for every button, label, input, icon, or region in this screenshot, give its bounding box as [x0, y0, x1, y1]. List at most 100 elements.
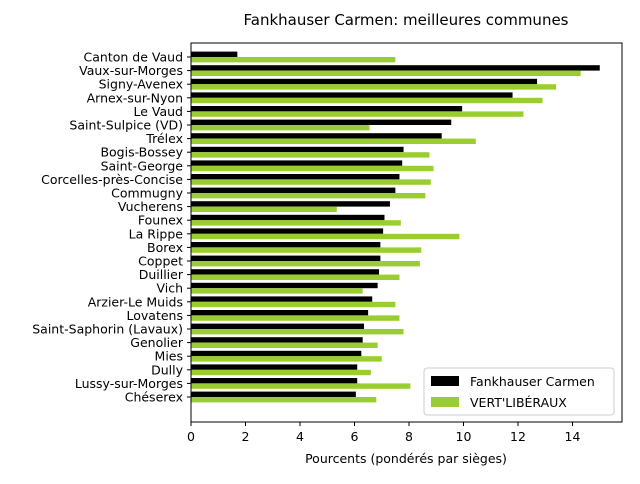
bar-vertliberaux [191, 315, 400, 321]
bar-vertliberaux [191, 206, 337, 212]
x-tick-label: 10 [456, 429, 472, 444]
bars-layer [191, 51, 600, 403]
bar-vertliberaux [191, 193, 426, 199]
bar-vertliberaux [191, 383, 411, 389]
bar-fankhauser [191, 51, 238, 57]
bar-fankhauser [191, 378, 358, 384]
bar-fankhauser [191, 323, 365, 329]
legend-frame [423, 367, 615, 416]
bar-fankhauser [191, 310, 369, 316]
bar-vertliberaux [191, 97, 543, 104]
bar-fankhauser [191, 391, 356, 397]
y-tick-label: Arnex-sur-Nyon [87, 90, 183, 105]
y-tick-label: Lovatens [127, 308, 183, 323]
bar-vertliberaux [191, 165, 434, 172]
y-tick-label: Founex [138, 213, 183, 228]
y-tick-label: Mies [155, 349, 183, 364]
bar-vertliberaux [191, 152, 430, 158]
bar-fankhauser [191, 214, 385, 221]
y-tick-label: Chéserex [125, 390, 183, 405]
bar-vertliberaux [191, 111, 524, 117]
y-tick-label: Saint-Saphorin (Lavaux) [32, 322, 183, 337]
y-tick-label: Bogis-Bossey [100, 145, 183, 160]
bar-vertliberaux [191, 288, 363, 294]
bar-vertliberaux [191, 125, 370, 131]
bar-fankhauser [191, 160, 403, 166]
legend-label-vertliberaux: VERT'LIBÉRAUX [470, 395, 567, 410]
y-tick-label: Saint-Sulpice (VD) [69, 118, 183, 133]
y-tick-label: Saint-George [101, 158, 184, 173]
bar-vertliberaux [191, 356, 382, 362]
y-tick-label: Trélex [145, 131, 183, 146]
x-tick-label: 8 [405, 429, 413, 444]
bar-fankhauser [191, 92, 513, 98]
x-tick-label: 12 [510, 429, 526, 444]
chart-title: Fankhauser Carmen: meilleures communes [244, 11, 569, 29]
bar-fankhauser [191, 119, 452, 125]
bar-fankhauser [191, 255, 381, 261]
bar-vertliberaux [191, 369, 371, 376]
bar-vertliberaux [191, 70, 581, 76]
bar-fankhauser [191, 364, 358, 370]
y-tick-label: La Rippe [129, 226, 184, 241]
bar-vertliberaux [191, 84, 557, 90]
y-tick-label: Arzier-Le Muids [88, 294, 183, 309]
x-tick-label: 14 [565, 429, 581, 444]
y-tick-label: Le Vaud [133, 104, 183, 119]
bar-vertliberaux [191, 233, 460, 240]
bar-vertliberaux [191, 247, 422, 253]
bar-fankhauser [191, 242, 381, 248]
y-tick-label: Lussy-sur-Morges [75, 376, 183, 391]
y-tick-label: Canton de Vaud [84, 50, 183, 65]
bar-vertliberaux [191, 274, 400, 280]
x-tick-label: 0 [187, 429, 195, 444]
y-tick-label: Vucherens [118, 199, 183, 214]
bar-fankhauser [191, 133, 442, 139]
bar-vertliberaux [191, 220, 401, 226]
legend-swatch-fankhauser [431, 376, 459, 386]
legend: Fankhauser Carmen VERT'LIBÉRAUX [423, 367, 615, 416]
x-tick-label: 6 [351, 429, 359, 444]
bar-fankhauser [191, 228, 384, 234]
y-tick-label: Borex [147, 240, 183, 255]
bar-fankhauser [191, 146, 404, 153]
bar-fankhauser [191, 187, 396, 193]
bar-vertliberaux [191, 329, 404, 335]
y-tick-label: Genolier [130, 335, 184, 350]
y-tick-label: Commugny [111, 186, 184, 201]
bar-vertliberaux [191, 301, 396, 308]
bar-vertliberaux [191, 397, 377, 403]
bar-fankhauser [191, 78, 538, 85]
legend-swatch-vertliberaux [431, 397, 459, 407]
bar-vertliberaux [191, 57, 396, 63]
y-tick-label: Dully [151, 362, 183, 377]
bar-fankhauser [191, 201, 390, 207]
y-axis: Canton de VaudVaux-sur-MorgesSigny-Avene… [32, 50, 191, 405]
bar-vertliberaux [191, 261, 420, 267]
bar-fankhauser [191, 337, 363, 343]
y-tick-label: Signy-Avenex [99, 77, 183, 92]
bar-fankhauser [191, 174, 400, 180]
x-axis: 0 2 4 6 8 10 12 14 [187, 422, 580, 444]
legend-label-fankhauser: Fankhauser Carmen [470, 374, 595, 389]
x-tick-label: 4 [296, 429, 304, 444]
bar-vertliberaux [191, 342, 378, 348]
y-tick-label: Coppet [138, 254, 183, 269]
bar-fankhauser [191, 350, 362, 357]
bar-vertliberaux [191, 179, 431, 185]
y-tick-label: Corcelles-près-Concise [41, 172, 183, 187]
plot-frame [190, 42, 623, 423]
bar-fankhauser [191, 296, 373, 302]
bar-fankhauser [191, 282, 378, 289]
x-axis-label: Pourcents (pondérés par sièges) [305, 451, 507, 466]
bar-fankhauser [191, 106, 463, 112]
x-tick-label: 2 [242, 429, 250, 444]
y-tick-label: Vaux-sur-Morges [79, 63, 183, 78]
bar-vertliberaux [191, 138, 476, 144]
bar-fankhauser [191, 269, 380, 275]
bar-fankhauser [191, 65, 600, 71]
y-tick-label: Vich [156, 281, 183, 296]
y-tick-label: Duillier [139, 267, 184, 282]
